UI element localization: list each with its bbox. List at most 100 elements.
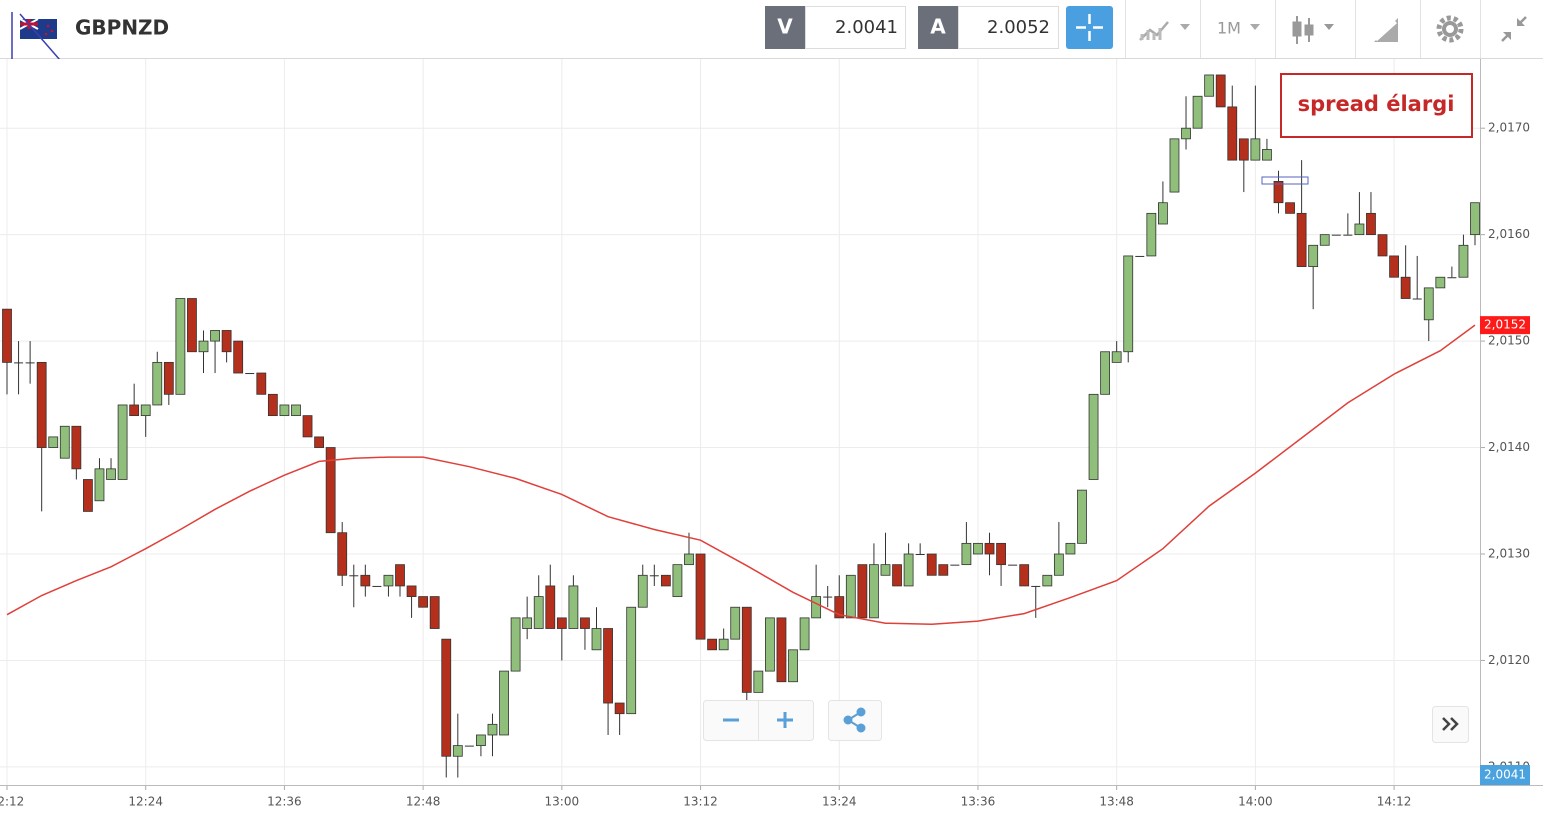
candle-body [1250,138,1261,161]
candle-body [1389,255,1399,278]
candle-body [314,436,324,448]
candle-body [811,596,822,619]
candle-body [1053,553,1064,576]
ma-tag [1480,316,1530,335]
candle-body [1077,489,1087,544]
candle-body [71,425,82,470]
candle-body [626,606,637,715]
candle-body [1238,138,1249,161]
candle-body [476,734,486,747]
candle-body [533,596,544,629]
x-tick-label: 13:24 [822,795,857,809]
candle-body [869,564,879,619]
sell-label: V [777,15,793,39]
candle-body [1100,351,1111,395]
candle-body [83,479,93,512]
candle-body [140,404,151,417]
candle-body [753,670,764,693]
settings-button[interactable] [1436,15,1464,43]
candle-body [187,298,197,353]
timeframe-button[interactable]: 1M [1217,19,1260,38]
x-tick-label: 13:00 [545,795,580,809]
chart-type-button[interactable] [1292,16,1334,44]
candle-body [1423,287,1434,321]
candle-body [510,617,521,672]
candle-body [614,702,625,715]
x-tick-label: 12:48 [406,795,441,809]
sell-price: 2.0041 [835,17,898,38]
candle-body [325,447,336,534]
buy-button[interactable] [918,6,958,49]
candle-body [556,617,567,629]
candle-body [441,638,452,757]
y-tick-label: 2,0130 [1488,547,1530,561]
x-tick-label: 12:24 [128,795,163,809]
candle-body [1296,212,1307,267]
crosshair-button[interactable] [1066,6,1113,49]
candle-body [892,564,902,587]
candle-body [788,649,798,683]
plot: 2,01102,01202,01302,01402,01502,01602,01… [0,59,1543,809]
candle-body [1031,585,1041,587]
buy-price-box[interactable] [958,6,1059,49]
bid-tag-label: 2,0041 [1484,768,1526,782]
annotation-box [1280,73,1473,138]
x-tick-label: 13:36 [961,795,996,809]
candle-body [1181,127,1191,140]
indicator-button[interactable] [1139,21,1190,41]
candle-body [695,553,706,640]
candle-body [545,585,556,629]
drawing-button[interactable] [1374,18,1398,42]
candle-body [1008,564,1018,566]
candle-body [637,574,648,608]
candle-body [1470,202,1480,236]
candle-body [1215,74,1226,108]
candle-body [1088,393,1099,480]
candle-body [245,373,255,375]
candle-body [117,404,128,480]
candle-body [845,574,856,619]
candle-body [429,596,440,629]
collapse-button[interactable] [1501,16,1527,42]
toolbar-separators [1125,0,1481,58]
candle-body [823,596,833,598]
x-tick-label: 12:36 [267,795,302,809]
candle-body [1319,234,1330,246]
candle-body [1458,244,1469,278]
candle-body [383,574,394,587]
candle-body [94,468,105,502]
candle-body [25,362,35,364]
candle-body [961,542,972,566]
candle-body [418,596,429,608]
candle-body [730,606,741,640]
candle-body [1400,276,1411,299]
candle-body [395,564,405,587]
candle-body [14,362,24,364]
selection-box [1261,176,1309,185]
candle-body [857,564,868,619]
candle-body [741,606,752,693]
candle-body [36,361,47,448]
zoom-in-button[interactable] [777,712,793,728]
candle-body [1262,149,1272,161]
candle-body [59,425,70,459]
share-box[interactable] [828,700,882,741]
candle-body [1146,212,1157,257]
scroll-end-button[interactable] [1432,706,1469,743]
sell-button[interactable] [765,6,805,49]
candle-body [464,745,474,747]
candle-body [522,617,533,629]
candle-body [707,638,718,651]
candle-body [221,330,232,353]
candle-body [1158,202,1168,225]
candle-body [1366,212,1376,236]
x-tick-label: 13:48 [1099,795,1134,809]
candle-body [672,564,683,597]
y-tick-label: 2,0140 [1488,440,1530,454]
candle-body [256,372,267,395]
candle-body [452,745,463,757]
sell-price-box[interactable] [805,6,906,49]
candle-body [834,596,845,619]
crosshair-icon [1076,14,1103,41]
